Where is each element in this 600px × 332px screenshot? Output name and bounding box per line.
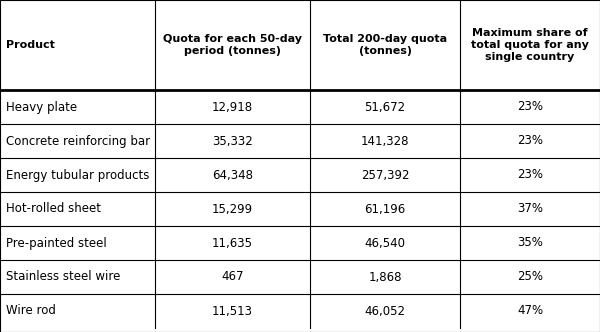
Text: 15,299: 15,299 bbox=[212, 203, 253, 215]
Text: Quota for each 50-day
period (tonnes): Quota for each 50-day period (tonnes) bbox=[163, 34, 302, 56]
Text: 257,392: 257,392 bbox=[361, 169, 409, 182]
Text: Pre-painted steel: Pre-painted steel bbox=[6, 236, 107, 250]
Text: 35%: 35% bbox=[517, 236, 543, 250]
Text: Hot-rolled sheet: Hot-rolled sheet bbox=[6, 203, 101, 215]
Text: 37%: 37% bbox=[517, 203, 543, 215]
Text: 61,196: 61,196 bbox=[364, 203, 406, 215]
Text: 11,635: 11,635 bbox=[212, 236, 253, 250]
Text: 141,328: 141,328 bbox=[361, 134, 409, 147]
Text: 64,348: 64,348 bbox=[212, 169, 253, 182]
Text: Total 200-day quota
(tonnes): Total 200-day quota (tonnes) bbox=[323, 34, 447, 56]
Text: 12,918: 12,918 bbox=[212, 101, 253, 114]
Text: 23%: 23% bbox=[517, 169, 543, 182]
Text: 25%: 25% bbox=[517, 271, 543, 284]
Text: 35,332: 35,332 bbox=[212, 134, 253, 147]
Text: 46,540: 46,540 bbox=[365, 236, 406, 250]
Text: Concrete reinforcing bar: Concrete reinforcing bar bbox=[6, 134, 150, 147]
Text: Product: Product bbox=[6, 40, 55, 50]
Text: 1,868: 1,868 bbox=[368, 271, 402, 284]
Text: 23%: 23% bbox=[517, 134, 543, 147]
Text: 47%: 47% bbox=[517, 304, 543, 317]
Text: Maximum share of
total quota for any
single country: Maximum share of total quota for any sin… bbox=[471, 29, 589, 62]
Text: 467: 467 bbox=[221, 271, 244, 284]
Text: 23%: 23% bbox=[517, 101, 543, 114]
Text: 51,672: 51,672 bbox=[364, 101, 406, 114]
Text: 11,513: 11,513 bbox=[212, 304, 253, 317]
Text: 46,052: 46,052 bbox=[365, 304, 406, 317]
Text: Stainless steel wire: Stainless steel wire bbox=[6, 271, 121, 284]
Text: Wire rod: Wire rod bbox=[6, 304, 56, 317]
Text: Energy tubular products: Energy tubular products bbox=[6, 169, 149, 182]
Text: Heavy plate: Heavy plate bbox=[6, 101, 77, 114]
